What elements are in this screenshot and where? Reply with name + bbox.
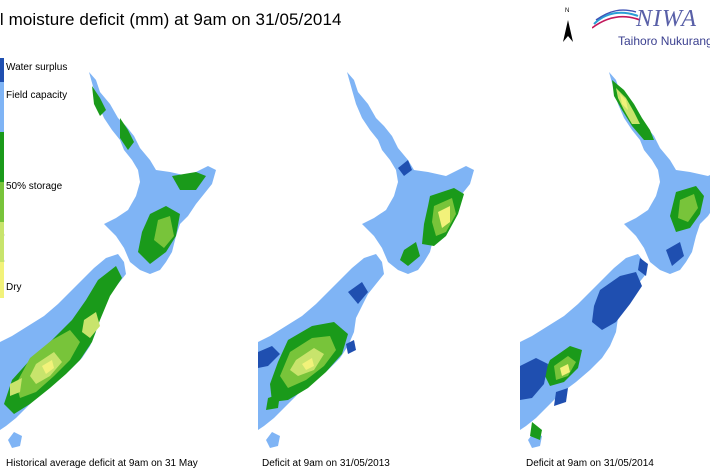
map-2014 (520, 72, 710, 448)
caption-2013: Deficit at 9am on 31/05/2013 (262, 458, 390, 469)
legend-water-surplus: Water surplus (6, 62, 68, 73)
north-arrow: N (561, 8, 575, 46)
logo-wordmark: NIWA (636, 6, 697, 32)
caption-historical: Historical average deficit at 9am on 31 … (6, 458, 198, 469)
niwa-logo: NIWA Taihoro Nukurang (592, 4, 710, 52)
legend-50-storage: 50% storage (6, 181, 63, 192)
legend-dry: Dry (6, 282, 22, 293)
map-historical-average (0, 72, 216, 448)
north-arrow-icon (563, 20, 573, 42)
map-2013 (258, 72, 474, 448)
map-title: il moisture deficit (mm) at 9am on 31/05… (0, 10, 342, 29)
niwa-swoosh-icon (592, 9, 641, 29)
north-letter: N (565, 8, 570, 14)
legend-colorbar (0, 58, 4, 298)
legend-field-capacity: Field capacity (6, 90, 68, 101)
caption-2014: Deficit at 9am on 31/05/2014 (526, 458, 654, 469)
logo-subtitle: Taihoro Nukurang (618, 34, 710, 48)
